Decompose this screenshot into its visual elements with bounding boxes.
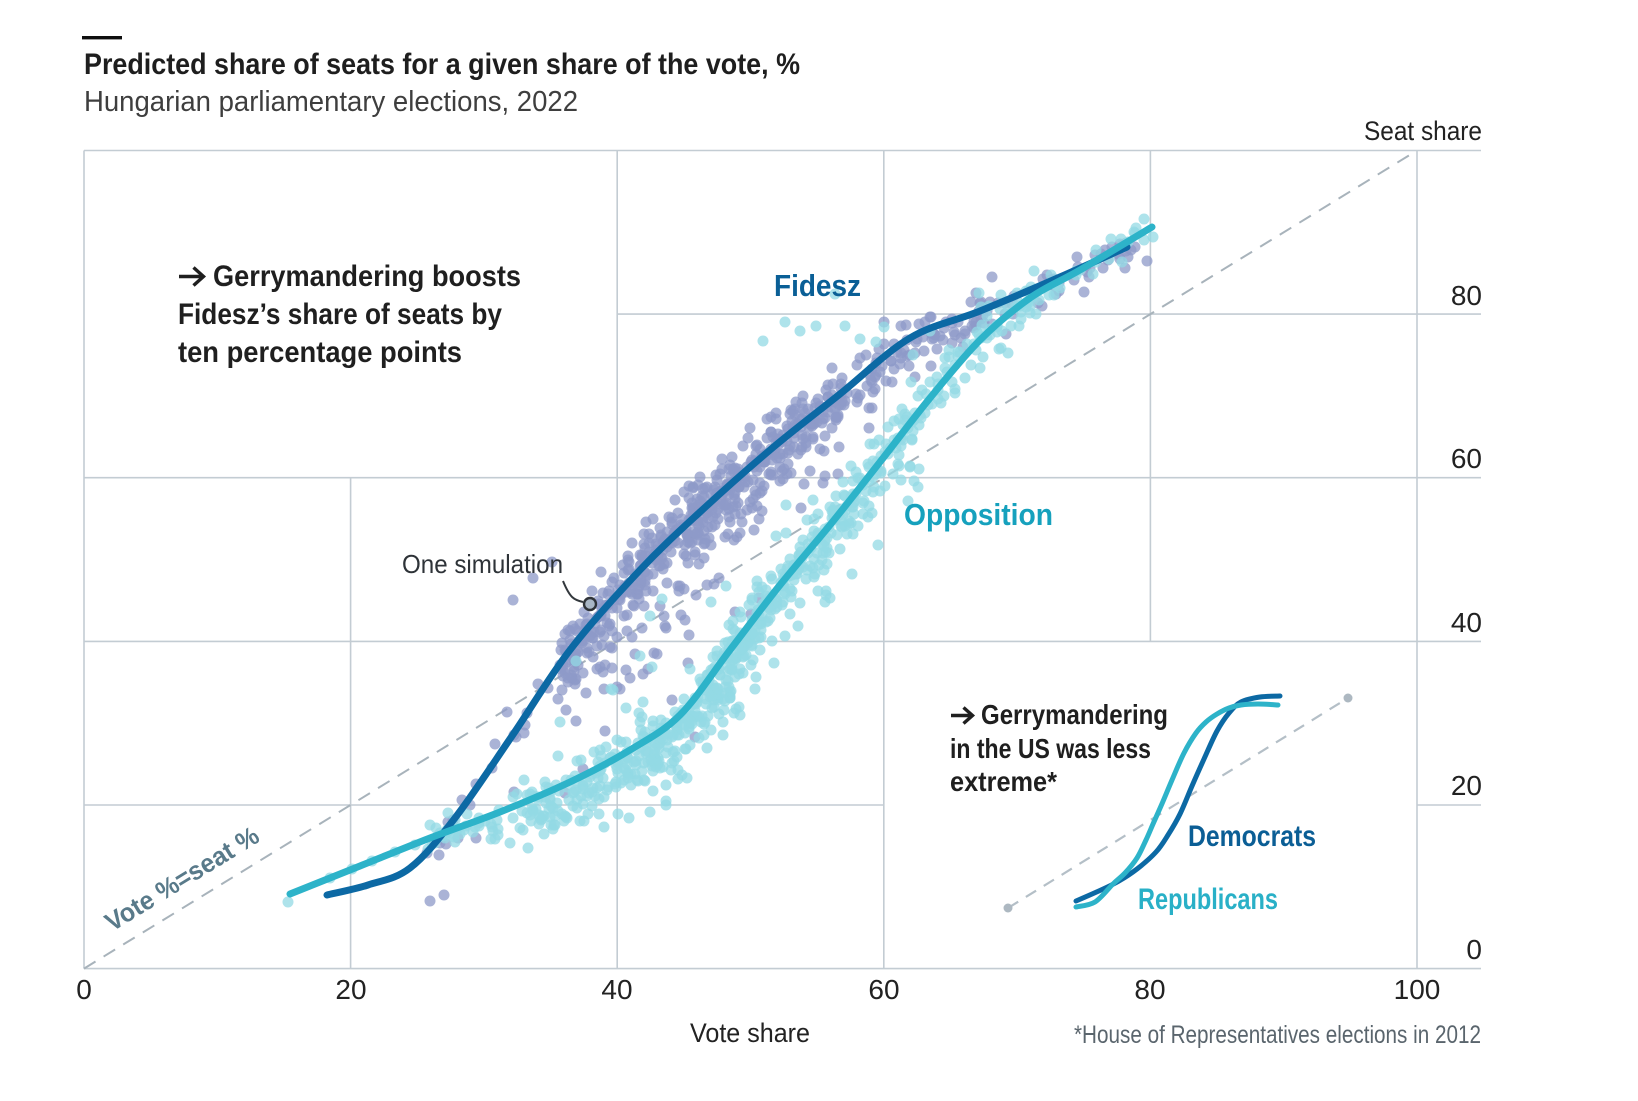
svg-text:0: 0	[1466, 934, 1482, 965]
svg-text:Vote share: Vote share	[690, 1018, 810, 1048]
svg-text:Republicans: Republicans	[1138, 883, 1278, 916]
svg-text:80: 80	[1134, 974, 1165, 1005]
svg-text:100: 100	[1394, 974, 1441, 1005]
svg-text:20: 20	[335, 974, 366, 1005]
svg-text:One simulation: One simulation	[402, 549, 563, 579]
svg-text:40: 40	[1451, 607, 1482, 638]
svg-text:20: 20	[1451, 770, 1482, 801]
svg-text:ten percentage points: ten percentage points	[178, 336, 462, 369]
svg-text:0: 0	[76, 974, 92, 1005]
svg-text:80: 80	[1451, 280, 1482, 311]
svg-text:extreme*: extreme*	[950, 766, 1057, 797]
svg-text:Fidesz: Fidesz	[774, 268, 861, 303]
svg-text:Gerrymandering: Gerrymandering	[981, 699, 1168, 730]
svg-text:60: 60	[1451, 443, 1482, 474]
svg-text:60: 60	[868, 974, 899, 1005]
svg-text:Predicted share of seats for a: Predicted share of seats for a given sha…	[84, 48, 800, 81]
svg-text:Seat share: Seat share	[1364, 116, 1482, 146]
svg-text:*House of Representatives elec: *House of Representatives elections in 2…	[1074, 1021, 1481, 1049]
svg-text:Gerrymandering boosts: Gerrymandering boosts	[213, 260, 521, 293]
svg-text:in the US was less: in the US was less	[950, 733, 1151, 764]
svg-text:40: 40	[601, 974, 632, 1005]
svg-text:Democrats: Democrats	[1188, 820, 1316, 853]
svg-text:Fidesz’s share of seats by: Fidesz’s share of seats by	[178, 298, 502, 331]
svg-text:Opposition: Opposition	[904, 497, 1053, 532]
svg-text:Hungarian parliamentary electi: Hungarian parliamentary elections, 2022	[84, 86, 578, 118]
